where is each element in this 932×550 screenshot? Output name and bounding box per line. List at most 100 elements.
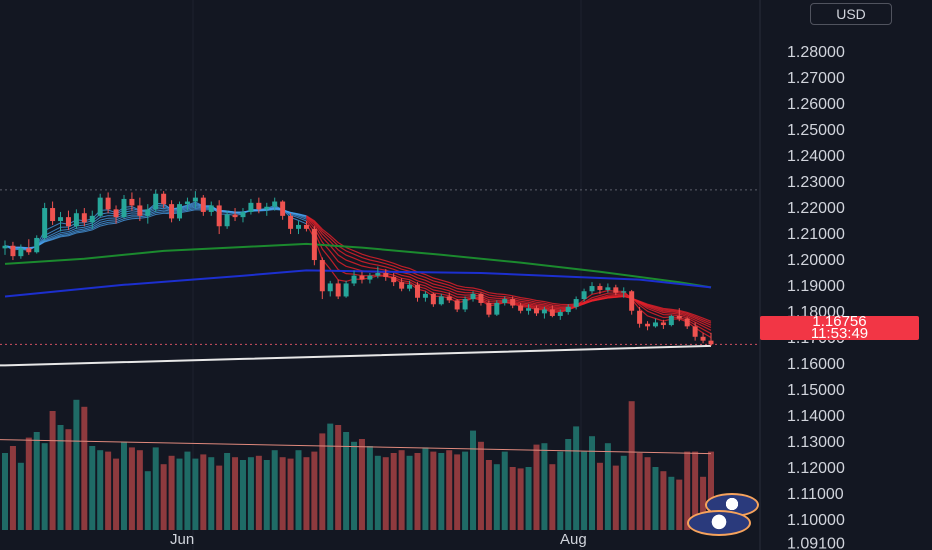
volume-bar — [596, 462, 603, 530]
candle-body — [533, 308, 539, 314]
volume-bar — [668, 476, 675, 530]
candle-body — [502, 299, 508, 303]
volume-bar — [414, 453, 421, 530]
volume-bar — [430, 451, 437, 530]
volume-bar — [636, 453, 643, 530]
candle-body — [446, 296, 452, 301]
candle-body — [581, 291, 587, 300]
candle-body — [557, 312, 563, 316]
price-tick-label: 1.14000 — [787, 408, 845, 425]
candle-body — [565, 306, 571, 313]
volume-bar — [81, 406, 88, 530]
candle-body — [454, 300, 460, 310]
candle-body — [224, 214, 230, 227]
price-tick-label: 1.13000 — [787, 434, 845, 451]
volume-bar — [216, 465, 223, 530]
candle-body — [597, 286, 603, 290]
candle-body — [518, 305, 524, 311]
volume-moving-average — [0, 439, 712, 455]
candle-body — [510, 299, 516, 306]
volume-bar — [525, 467, 532, 530]
ema-ribbon-line-down — [305, 217, 712, 329]
candle-body — [367, 275, 373, 280]
ema-ribbon — [4, 201, 712, 339]
volume-bar — [295, 450, 302, 530]
ema-ribbon-line-down — [305, 220, 712, 335]
price-tick-label: 1.15000 — [787, 382, 845, 399]
price-tick-label: 1.22000 — [787, 200, 845, 217]
volume-bar — [343, 432, 350, 530]
currency-badge[interactable]: USD — [810, 3, 892, 25]
volume-bar — [263, 460, 270, 530]
candle-body — [692, 326, 698, 337]
volume-bar — [247, 457, 254, 530]
candle-body — [605, 287, 611, 290]
volume-bar — [168, 455, 175, 530]
volume-bar — [25, 437, 32, 530]
candle-body — [573, 299, 579, 307]
volume-bar — [374, 455, 381, 530]
volume-bar — [176, 458, 183, 530]
volume-bar — [224, 453, 231, 530]
volume-bar — [692, 451, 699, 530]
price-axis: 1.28000 1.27000 1.26000 1.25000 1.24000 1.230… — [787, 44, 845, 550]
volume-bar — [144, 471, 151, 530]
candle-body — [58, 217, 64, 222]
candle-body — [81, 213, 87, 223]
volume-bar — [589, 436, 596, 530]
candle-body — [684, 318, 690, 327]
candle-body — [613, 287, 619, 293]
volume-bar — [708, 451, 714, 530]
candle-body — [375, 273, 381, 276]
volume-bar — [557, 451, 564, 530]
volume-bar — [152, 447, 159, 530]
volume-bar — [446, 450, 453, 530]
price-tick-label: 1.12000 — [787, 460, 845, 477]
eu-flag-event-icon[interactable] — [687, 510, 751, 536]
volume-bar — [676, 479, 683, 530]
candle-body — [296, 224, 302, 229]
volume-bar — [65, 429, 72, 530]
price-tick-label: 1.10000 — [787, 512, 845, 529]
candle-body — [105, 197, 111, 210]
volume-bar — [192, 458, 199, 530]
price-tick-label: 1.26000 — [787, 96, 845, 113]
volume-bar — [549, 464, 556, 530]
volume-bar — [327, 423, 334, 530]
candle-body — [621, 291, 627, 293]
volume-bar — [33, 432, 40, 530]
volume-bar — [366, 446, 373, 530]
candle-body — [343, 283, 349, 297]
volume-bar — [581, 451, 588, 530]
volume-bar — [89, 446, 96, 530]
candle-body — [42, 208, 48, 238]
volume-bar — [398, 450, 405, 530]
volume-bar — [113, 458, 120, 530]
candle-body — [645, 323, 651, 327]
sma-longest-line — [4, 269, 712, 298]
volume-bar — [97, 450, 104, 530]
volume-bar — [700, 476, 707, 530]
volume-bar — [279, 457, 286, 530]
candle-body — [462, 299, 468, 310]
volume-bar — [160, 464, 167, 530]
candle-body — [478, 293, 484, 303]
bar-countdown: 11:53:49 — [810, 325, 869, 342]
volume-bar — [49, 411, 56, 530]
candle-body — [359, 275, 365, 280]
candle-body — [216, 205, 222, 227]
candle-body — [422, 293, 428, 298]
candle-body — [438, 296, 444, 305]
volume-bar — [358, 439, 365, 530]
volume-bar — [271, 450, 278, 530]
volume-bar — [232, 457, 239, 530]
volume-bar — [351, 441, 358, 530]
volume-bar — [255, 455, 262, 530]
volume-bar — [41, 443, 48, 530]
candle-body — [89, 215, 95, 223]
volume-bar — [335, 425, 342, 530]
candle-body — [470, 293, 476, 300]
candle-body — [129, 198, 135, 206]
volume-bar — [2, 453, 8, 530]
